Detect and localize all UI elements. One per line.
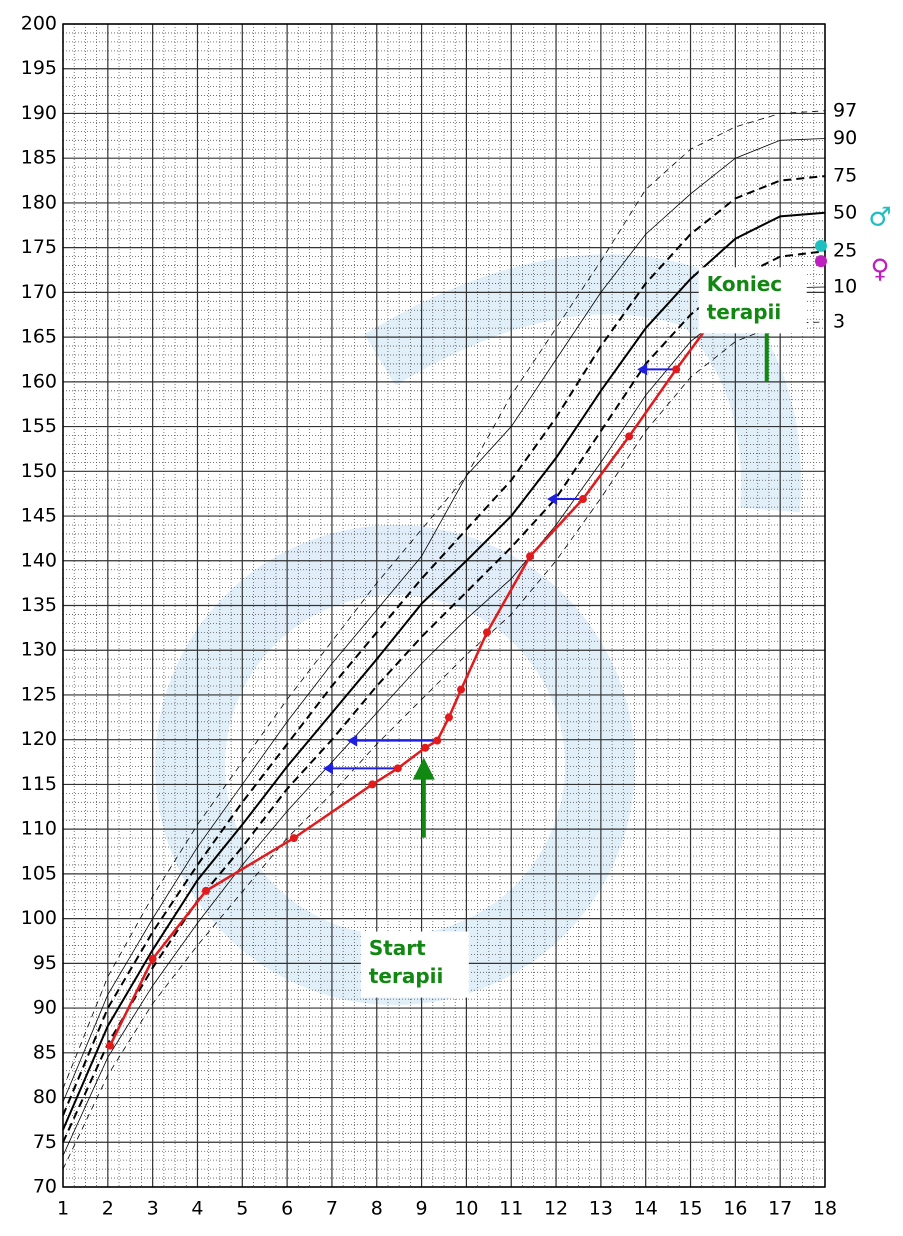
patient-point	[289, 834, 298, 843]
y-tick-label: 195	[21, 57, 57, 79]
x-tick-label: 18	[813, 1198, 837, 1220]
watermark-ring	[155, 525, 635, 1005]
x-tick-label: 8	[371, 1198, 383, 1220]
legend-label: 97	[833, 99, 857, 121]
y-tick-label: 80	[33, 1086, 57, 1108]
parent-marker	[815, 255, 827, 268]
patient-point	[421, 743, 430, 752]
patient-point	[578, 495, 587, 504]
legend-label: 75	[833, 165, 857, 187]
therapy-arrowhead	[412, 757, 435, 780]
parent-marker	[815, 239, 827, 252]
x-tick-label: 16	[723, 1198, 747, 1220]
legend-label: 10	[833, 276, 857, 298]
bone-age-arrowhead	[347, 734, 358, 747]
x-tick-label: 9	[416, 1198, 428, 1220]
y-tick-label: 145	[21, 505, 57, 527]
minor-grid	[63, 24, 825, 1187]
annotation-text: Start	[369, 936, 426, 960]
watermark	[155, 254, 802, 1005]
patient-point	[483, 628, 492, 637]
patient-point	[393, 764, 402, 773]
y-tick-label: 150	[21, 460, 57, 482]
bone-age-arrowhead	[637, 363, 648, 376]
y-tick-label: 105	[21, 862, 57, 884]
y-tick-label: 110	[21, 818, 57, 840]
y-tick-label: 160	[21, 370, 57, 392]
y-tick-label: 75	[33, 1131, 57, 1153]
legend-label: 90	[833, 127, 857, 149]
sex-symbol: ♀	[870, 255, 889, 285]
y-tick-label: 115	[21, 773, 57, 795]
y-tick-label: 185	[21, 147, 57, 169]
y-tick-label: 200	[21, 13, 57, 35]
y-tick-label: 175	[21, 236, 57, 258]
x-tick-label: 5	[236, 1198, 248, 1220]
bone-age-arrowhead	[547, 493, 558, 506]
x-tick-label: 4	[191, 1198, 203, 1220]
x-tick-label: 17	[768, 1198, 792, 1220]
y-tick-label: 100	[21, 907, 57, 929]
annotation-text: Koniec	[707, 272, 782, 296]
sex-symbol: ♂	[868, 203, 891, 233]
y-tick-label: 120	[21, 728, 57, 750]
patient-point	[106, 1041, 115, 1050]
percentile-line	[62, 211, 826, 1131]
x-tick-label: 10	[454, 1198, 478, 1220]
percentile-line	[62, 286, 826, 1156]
x-tick-label: 6	[281, 1198, 293, 1220]
legend-label: 50	[833, 201, 857, 223]
y-tick-label: 165	[21, 326, 57, 348]
x-tick-label: 11	[499, 1198, 523, 1220]
percentile-line	[62, 110, 826, 1089]
y-tick-label: 70	[33, 1176, 57, 1198]
legend-label: 25	[833, 240, 857, 262]
patient-point	[148, 954, 157, 963]
patient-point	[444, 713, 453, 722]
patient-point	[368, 780, 377, 789]
y-tick-label: 85	[33, 1041, 57, 1063]
y-tick-label: 155	[21, 415, 57, 437]
patient-point	[433, 736, 442, 745]
y-tick-label: 95	[33, 952, 57, 974]
legend-label: 3	[833, 310, 845, 332]
x-tick-label: 13	[589, 1198, 613, 1220]
bone-age-arrowhead	[322, 762, 333, 775]
x-tick-label: 12	[544, 1198, 568, 1220]
percentile-line	[62, 175, 826, 1116]
annotation-box	[698, 267, 807, 334]
y-tick-label: 140	[21, 549, 57, 571]
x-tick-label: 2	[102, 1198, 114, 1220]
patient-point	[672, 365, 681, 374]
percentile-line	[62, 321, 826, 1170]
patient-point	[457, 685, 466, 694]
y-tick-label: 130	[21, 639, 57, 661]
x-tick-label: 14	[634, 1198, 658, 1220]
annotation-text: terapii	[369, 964, 444, 988]
y-tick-label: 125	[21, 683, 57, 705]
percentile-line	[62, 138, 826, 1103]
patient-point	[625, 432, 634, 441]
x-tick-label: 3	[147, 1198, 159, 1220]
y-tick-label: 190	[21, 102, 57, 124]
x-tick-label: 7	[326, 1198, 338, 1220]
annotation-box	[360, 931, 469, 998]
plot-frame	[62, 23, 826, 1188]
y-tick-label: 170	[21, 281, 57, 303]
y-tick-label: 180	[21, 191, 57, 213]
x-tick-label: 1	[57, 1198, 69, 1220]
y-tick-label: 90	[33, 997, 57, 1019]
annotation-text: terapii	[707, 300, 782, 324]
y-tick-label: 135	[21, 594, 57, 616]
patient-point	[526, 552, 535, 561]
x-tick-label: 15	[678, 1198, 702, 1220]
patient-point	[201, 886, 210, 895]
